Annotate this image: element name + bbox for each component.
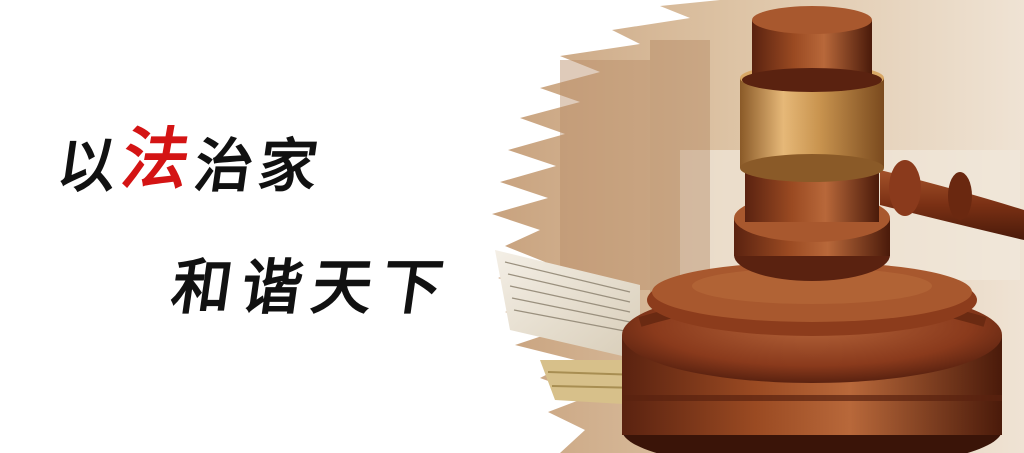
slogan-char: 家 — [253, 132, 328, 200]
gavel-icon — [734, 6, 1024, 281]
sound-block — [622, 262, 1002, 453]
slogan-char: 和 — [167, 253, 247, 323]
slogan-char: 治 — [189, 132, 264, 200]
slogan-char: 以 — [53, 132, 127, 200]
slogan-char: 天 — [307, 253, 387, 323]
slogan-char: 谐 — [237, 253, 317, 323]
slogan-char-accent: 法 — [115, 119, 203, 198]
slogan-line-2: 和谐天下 — [167, 252, 457, 324]
slogan-char: 下 — [377, 253, 457, 323]
slogan-line-1: 以法治家 — [53, 119, 327, 201]
